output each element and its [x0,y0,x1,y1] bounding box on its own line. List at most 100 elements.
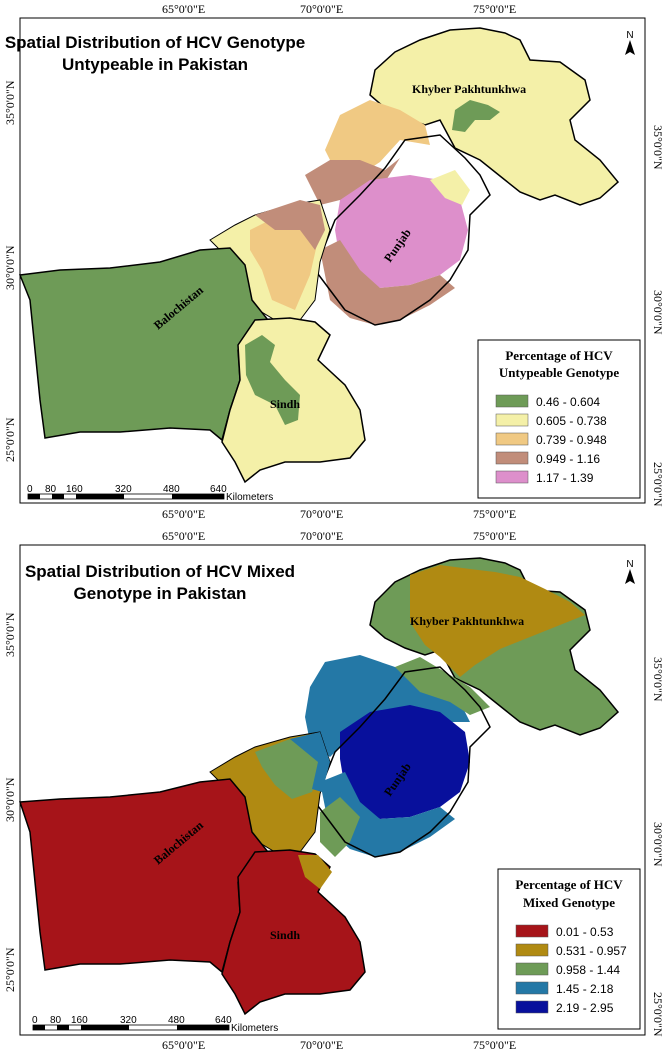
lat-label-right-35: 35°0'0"N [651,657,665,702]
legend-mixed: Percentage of HCV Mixed Genotype 0.01 - … [497,868,641,1030]
pakistan-map-untypeable [18,27,620,484]
region-kpk-green [452,100,500,132]
region-punjab-green [320,797,360,857]
legend-swatch [495,451,529,465]
label-kpk: Khyber Pakhtunkhwa [412,82,526,96]
lat-label-left-35: 35°0'0"N [3,80,17,125]
svg-text:320: 320 [120,1015,137,1026]
lat-label-left-30: 30°0'0"N [3,777,17,822]
map-title-line2: Untypeable in Pakistan [62,55,248,74]
legend-title-line2: Mixed Genotype [523,895,615,910]
map-mixed: 65°0'0"E 70°0'0"E 75°0'0"E 65°0'0"E 70°0… [3,529,665,1052]
region-punjab-blue [320,772,455,857]
svg-text:80: 80 [50,1015,62,1026]
svg-text:N: N [626,30,633,41]
region-kpk-olive [410,565,585,677]
map-panel-mixed: 65°0'0"E 70°0'0"E 75°0'0"E 65°0'0"E 70°0… [0,527,666,1055]
region-punjab-brown [320,240,455,325]
lon-label-bottom-70: 70°0'0"E [300,507,343,520]
legend-title-line1: Percentage of HCV [505,348,613,363]
lat-label-right-35: 35°0'0"N [651,125,665,170]
region-fata-blue [290,732,330,792]
pakistan-map-mixed [18,557,620,1016]
lon-label-bottom-65: 65°0'0"E [162,1038,205,1052]
legend-title-line2: Untypeable Genotype [499,365,619,380]
legend-label: 1.45 - 2.18 [556,982,614,996]
scale-bar: 0 80 160 320 480 640 Kilometers [32,1015,278,1034]
scale-bar: 0 80 160 320 480 640 Kilometers [27,484,273,503]
map-title-line2: Genotype in Pakistan [74,584,247,603]
lat-label-right-30: 30°0'0"N [651,822,665,867]
lon-label-top-65: 65°0'0"E [162,2,205,16]
legend-swatch [495,432,529,446]
legend-label: 0.46 - 0.604 [536,395,600,409]
lat-label-right-25: 25°0'0"N [651,462,665,507]
north-arrow-icon: N [625,30,635,55]
legend-swatch [495,413,529,427]
legend-swatch [495,394,529,408]
svg-text:160: 160 [66,484,83,495]
legend-label: 0.958 - 1.44 [556,963,620,977]
map-title-line1: Spatial Distribution of HCV Mixed [25,562,295,581]
label-kpk: Khyber Pakhtunkhwa [410,614,524,628]
north-arrow-icon: N [625,559,635,584]
lon-label-top-65: 65°0'0"E [162,529,205,543]
legend-label: 0.739 - 0.948 [536,433,607,447]
legend-swatch [515,962,549,976]
svg-text:480: 480 [163,484,180,495]
legend-label: 2.19 - 2.95 [556,1001,614,1015]
region-punjab-outline [314,134,491,326]
svg-text:80: 80 [45,484,57,495]
lon-label-top-70: 70°0'0"E [300,529,343,543]
svg-text:480: 480 [168,1015,185,1026]
region-nw-brown [305,158,400,210]
region-punjab-outline [314,666,491,858]
legend-label: 0.01 - 0.53 [556,925,614,939]
region-fata-brown [255,200,325,250]
legend-label: 0.531 - 0.957 [556,944,627,958]
svg-text:0: 0 [32,1015,38,1026]
region-punjab-yellow [430,170,470,205]
map-panel-untypeable: 65°0'0"E 70°0'0"E 75°0'0"E 65°0'0"E 70°0… [0,0,666,520]
lat-label-right-25: 25°0'0"N [651,992,665,1037]
lon-label-bottom-65: 65°0'0"E [162,507,205,520]
region-sindh [221,849,366,1016]
lat-label-left-30: 30°0'0"N [3,245,17,290]
legend-swatch [515,1000,549,1014]
lon-label-bottom-75: 75°0'0"E [473,1038,516,1052]
lat-label-right-30: 30°0'0"N [651,290,665,335]
lon-label-bottom-75: 75°0'0"E [473,507,516,520]
map-untypeable: 65°0'0"E 70°0'0"E 75°0'0"E 65°0'0"E 70°0… [3,2,665,520]
region-punjab-darkblue [340,705,470,819]
lat-label-left-25: 25°0'0"N [3,947,17,992]
lat-label-left-35: 35°0'0"N [3,612,17,657]
legend-swatch [515,943,549,957]
lon-label-top-75: 75°0'0"E [473,529,516,543]
lat-label-left-25: 25°0'0"N [3,417,17,462]
label-sindh: Sindh [270,397,300,411]
region-fata-green [255,739,322,799]
lon-label-bottom-70: 70°0'0"E [300,1038,343,1052]
region-sindh-green [245,335,300,425]
region-green-north [395,657,490,715]
legend-untypeable: Percentage of HCV Untypeable Genotype 0.… [477,339,641,499]
legend-title-line1: Percentage of HCV [515,877,623,892]
svg-text:160: 160 [71,1015,88,1026]
legend-label: 0.605 - 0.738 [536,414,607,428]
region-sindh-olive [298,855,332,889]
legend-swatch [495,470,529,484]
legend-swatch [515,924,549,938]
svg-text:0: 0 [27,484,33,495]
map-title-line1: Spatial Distribution of HCV Genotype [5,33,305,52]
svg-text:N: N [626,559,633,570]
svg-text:Kilometers: Kilometers [231,1023,278,1034]
legend-label: 1.17 - 1.39 [536,471,594,485]
svg-text:320: 320 [115,484,132,495]
region-nw-orange [325,100,430,175]
legend-label: 0.949 - 1.16 [536,452,600,466]
region-fata-orange [250,208,318,310]
region-punjab-pink [335,175,468,288]
label-sindh: Sindh [270,928,300,942]
svg-text:640: 640 [210,484,227,495]
svg-text:640: 640 [215,1015,232,1026]
